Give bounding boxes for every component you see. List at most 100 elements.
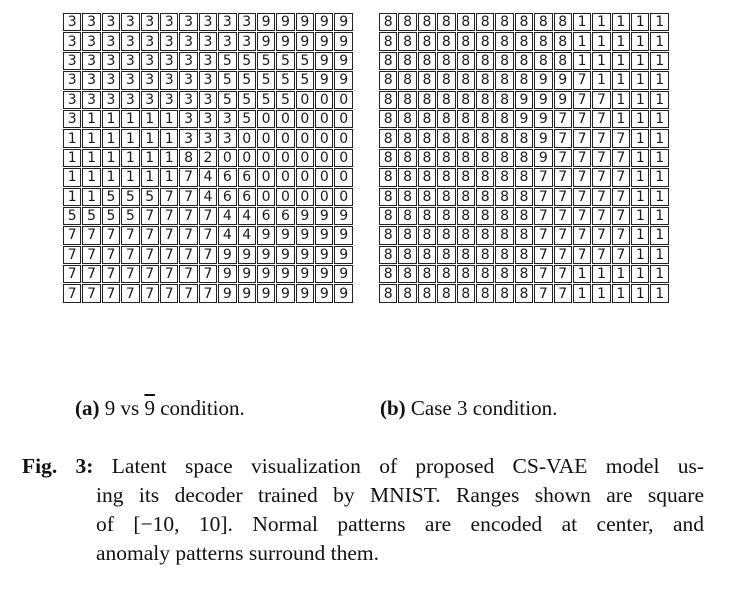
subcaption-b-label: (b) [380, 396, 406, 420]
grid-b-cell: 7 [592, 226, 611, 245]
grid-a-cell: 9 [315, 32, 334, 51]
grid-b-cell: 8 [495, 51, 514, 71]
grid-b-cell: 8 [495, 129, 514, 148]
grid-b-cell: 7 [572, 129, 592, 148]
grid-a-cell: 0 [256, 187, 276, 206]
grid-a-cell: 9 [334, 226, 353, 245]
grid-a-cell: 0 [295, 129, 315, 148]
grid-b-cell: 8 [495, 187, 514, 206]
grid-a-cell: 1 [140, 168, 159, 187]
grid-a-cell: 3 [82, 51, 101, 71]
grid-a-cell: 7 [198, 206, 218, 226]
grid-a-cell: 9 [276, 32, 295, 51]
grid-b-cell: 1 [611, 109, 631, 129]
grid-b-cell: 8 [398, 32, 417, 51]
grid-a-cell: 5 [237, 71, 256, 90]
grid-a-cell: 7 [140, 265, 159, 284]
grid-a-cell: 3 [63, 90, 82, 109]
grid-b-cell: 1 [572, 32, 592, 51]
grid-a-cell: 1 [121, 148, 140, 168]
grid-b-cell: 1 [650, 168, 669, 187]
grid-b-cell: 8 [437, 226, 456, 245]
grid-b-cell: 7 [611, 148, 631, 168]
grid-a-cell: 9 [276, 226, 295, 245]
grid-a-cell: 5 [101, 206, 121, 226]
grid-b-cell: 7 [553, 206, 572, 226]
grid-b-cell: 8 [437, 13, 456, 32]
grid-a-cell: 0 [295, 90, 315, 109]
grid-a-cell: 0 [276, 148, 295, 168]
grid-a-cell: 3 [101, 90, 121, 109]
grid-b-cell: 8 [475, 187, 495, 206]
grid-a-cell: 9 [334, 13, 353, 32]
grid-a-cell: 3 [198, 51, 218, 71]
grid-b-cell: 7 [534, 187, 553, 206]
grid-b-cell: 7 [572, 90, 592, 109]
grid-a-cell: 1 [121, 109, 140, 129]
grid-b-cell: 1 [650, 245, 669, 265]
grid-b-cell: 1 [650, 13, 669, 32]
grid-a-cell: 1 [159, 129, 179, 148]
grid-b-cell: 8 [495, 90, 514, 109]
grid-b-cell: 8 [398, 226, 417, 245]
grid-a-cell: 5 [121, 187, 140, 206]
grid-a-cell: 7 [121, 265, 140, 284]
grid-b-cell: 7 [534, 226, 553, 245]
grid-b-cell: 7 [572, 206, 592, 226]
grid-a-cell: 3 [140, 71, 159, 90]
grid-b-cell: 7 [611, 245, 631, 265]
grid-a-cell: 9 [334, 51, 353, 71]
grid-a-cell: 5 [140, 187, 159, 206]
grid-b-cell: 8 [398, 109, 417, 129]
grid-a-cell: 3 [159, 51, 179, 71]
grid-a-cell: 3 [159, 32, 179, 51]
grid-a-cell: 3 [179, 109, 198, 129]
grid-b-cell: 8 [437, 168, 456, 187]
grid-b-cell: 1 [631, 13, 650, 32]
grid-a-cell: 3 [63, 32, 82, 51]
grid-a-cell: 3 [121, 51, 140, 71]
grid-a-cell: 9 [256, 13, 276, 32]
grid-a-cell: 4 [237, 206, 256, 226]
grid-b-cell: 8 [456, 265, 475, 284]
grid-a-cell: 3 [121, 71, 140, 90]
grid-b-cell: 8 [437, 90, 456, 109]
grid-b-cell: 1 [611, 284, 631, 303]
grid-a-cell: 9 [315, 284, 334, 303]
grid-a-cell: 3 [159, 90, 179, 109]
figure-caption-line-1: Fig. 3: Latent space visualization of pr… [22, 452, 704, 481]
grid-b-cell: 8 [437, 129, 456, 148]
grid-a-cell: 1 [101, 148, 121, 168]
grid-a-cell: 9 [315, 71, 334, 90]
grid-a-cell: 0 [218, 148, 237, 168]
grid-a-cell: 5 [295, 71, 315, 90]
grid-a-cell: 0 [315, 168, 334, 187]
grid-b-cell: 8 [456, 148, 475, 168]
grid-b-cell: 7 [592, 168, 611, 187]
grid-a-cell: 3 [140, 32, 159, 51]
grid-b-cell: 1 [650, 187, 669, 206]
grid-a-cell: 0 [334, 129, 353, 148]
figure-caption-text-1: Latent space visualization of proposed C… [111, 454, 705, 478]
grid-a-cell: 3 [82, 32, 101, 51]
grid-b-cell: 8 [437, 284, 456, 303]
grid-a-cell: 9 [315, 226, 334, 245]
grid-b-cell: 1 [650, 109, 669, 129]
grid-b-cell: 7 [534, 284, 553, 303]
grid-b-cell: 7 [572, 148, 592, 168]
grid-a-cell: 0 [334, 168, 353, 187]
grid-b-cell: 7 [553, 265, 572, 284]
grid-a-cell: 7 [159, 265, 179, 284]
grid-a-cell: 9 [334, 71, 353, 90]
grid-a-cell: 1 [140, 129, 159, 148]
grid-b-cell: 7 [572, 168, 592, 187]
grid-a-cell: 7 [159, 284, 179, 303]
grid-b-cell: 7 [611, 129, 631, 148]
grid-a-cell: 1 [121, 168, 140, 187]
grid-b-cell: 8 [534, 51, 553, 71]
grid-b-cell: 8 [456, 51, 475, 71]
grid-a-cell: 7 [159, 245, 179, 265]
grid-a-cell: 9 [315, 13, 334, 32]
grid-b-cell: 8 [514, 187, 534, 206]
